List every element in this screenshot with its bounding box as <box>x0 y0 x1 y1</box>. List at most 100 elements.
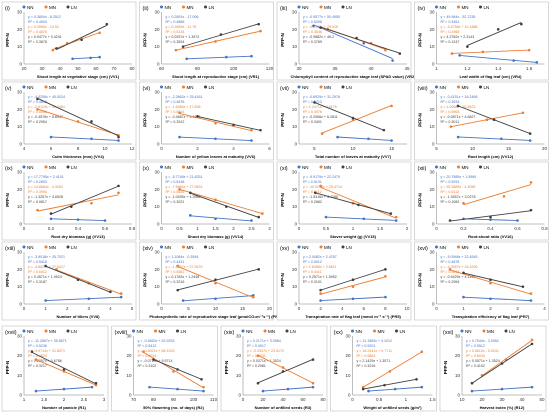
panel-frame <box>1 241 137 321</box>
panel-xiv: (xiv) NN MN LN 0 10 20 30 0 5 10 15 20 PFP-N Photosynt… <box>139 241 282 321</box>
panel-iii: (iii) NN MN LN 0 10 20 30 30 35 40 45 PFP-N Chlorophy… <box>276 1 416 81</box>
trend-equation: R² = 0.5012 <box>303 260 322 264</box>
trend-equation: y = 17.7795x + 2.4101 <box>28 175 64 179</box>
y-tick-label: 10 <box>17 204 23 209</box>
legend-label-mn: MN <box>49 165 56 170</box>
y-tick-label: 10 <box>429 124 435 129</box>
trendline-ln <box>50 185 119 215</box>
trend-equation: y = -1.0495x + 4.3985 <box>166 195 201 199</box>
panel-iv: (iv) NN MN LN 0 10 20 30 1 1.2 1.4 1.6 PFP-N Leaf wid… <box>414 1 549 81</box>
data-point-mn <box>178 111 181 115</box>
x-tick-label: 5 <box>313 146 316 151</box>
x-tick-label: 15 <box>506 146 512 151</box>
y-tick-label: 20 <box>292 267 298 272</box>
y-tick-label: 30 <box>429 90 435 95</box>
trendline-ln <box>197 116 261 131</box>
data-point-mn <box>281 366 285 369</box>
x-tick-label: 0 <box>23 306 26 311</box>
trend-equation: y = 20.7585x + 1.5969 <box>441 175 477 179</box>
x-tick-label: 3 <box>103 397 106 402</box>
data-point-mn <box>502 194 506 198</box>
trend-equation: R² = 0.3011 <box>441 120 460 124</box>
trend-equation: y = 1.6458x + 2.8611 <box>303 265 337 269</box>
legend-marker-nn <box>160 245 163 249</box>
data-point-nn <box>391 59 394 62</box>
legend-label-ln: LN <box>290 329 296 334</box>
trend-equation: R² = 0.5201 <box>357 344 376 348</box>
legend-marker-nn <box>460 329 464 333</box>
data-point-nn <box>286 387 290 391</box>
data-point-mn <box>530 338 534 342</box>
legend-marker-nn <box>435 5 438 9</box>
x-axis-label: Number of panicle (R1) <box>42 405 86 410</box>
trend-equation: R² = 0.6112 <box>441 190 460 194</box>
trend-equation: R² = 0.2981 <box>247 364 266 368</box>
legend-label-mn: MN <box>187 165 194 170</box>
trend-equation: y = -4.8829x + 27.6417 <box>28 265 65 269</box>
x-tick-label: 5 <box>131 306 134 311</box>
x-tick-label: 0.8 <box>129 226 136 231</box>
x-tick-label: 6 <box>50 146 53 151</box>
x-tick-label: 1.5 <box>429 397 436 402</box>
trendline-mn <box>52 32 100 50</box>
legend-label-mn: MN <box>462 165 469 170</box>
panel-x: (x) NN MN LN 0 10 20 30 0 0.5 1 1.5 2 2.5 3 PFP-N Shoot … <box>139 161 274 241</box>
data-point-mn <box>62 370 66 373</box>
x-tick-label: 2 <box>489 306 492 311</box>
trendline-ln <box>37 97 119 137</box>
panel-frame <box>220 325 328 412</box>
legend-label-nn: NN <box>165 165 172 170</box>
panel-ii: (ii) NN MN LN 0 10 20 30 60 80 100 120 PFP-N Shoot le… <box>139 1 274 81</box>
y-tick-label: 0 <box>19 302 22 307</box>
y-axis-label: PFP-N <box>143 273 148 287</box>
y-tick-label: 10 <box>17 373 23 378</box>
data-point-ln <box>257 22 260 26</box>
x-axis-label: Leaf width of flag leaf (cm) (VR4) <box>459 74 522 79</box>
legend-label-nn: NN <box>302 165 309 170</box>
trend-equation: R² = 0.3217 <box>28 364 47 368</box>
trend-equation: y = -0.9882x + 46.2 <box>303 35 334 39</box>
panel-label: (vi) <box>143 86 151 92</box>
trendline-mn <box>463 184 532 206</box>
trend-equation: y = -0.0871x + 4.6827 <box>441 115 476 119</box>
x-tick-label: 80 <box>129 66 135 71</box>
data-point-mn <box>529 181 533 184</box>
legend-label-mn: MN <box>324 85 331 90</box>
trendline-mn <box>143 352 204 389</box>
data-point-nn <box>98 55 101 59</box>
data-point-nn <box>76 218 80 221</box>
data-point-mn <box>51 48 55 52</box>
trend-equation: R² = 0.5618 <box>441 270 460 274</box>
y-axis-label: PFP-N <box>224 361 229 375</box>
x-tick-label: 1 <box>196 226 199 231</box>
data-point-ln <box>500 362 504 365</box>
legend-label-nn: NN <box>465 329 472 334</box>
data-point-ln <box>466 45 469 48</box>
trend-equation: y = 1.2357x + 0.6786 <box>28 359 62 363</box>
panel-xi: (xi) NN MN LN 0 10 20 30 0 0.5 1 1.5 2 PFP-N Stover we… <box>276 161 412 241</box>
data-point-ln <box>530 342 534 346</box>
trend-equation: y = -2.2663x + 25.4161 <box>166 95 203 99</box>
legend-marker-ln <box>66 329 70 333</box>
x-tick-label: 120 <box>266 66 274 71</box>
legend-marker-ln <box>395 329 398 333</box>
data-point-ln <box>389 212 393 215</box>
panel-xvii: (xvii) NN MN LN 0 10 20 30 1 1.5 2 2.5 3 PFP-N Number … <box>1 325 109 412</box>
x-tick-label: 30 <box>499 397 505 402</box>
x-tick-label: 30 <box>39 66 45 71</box>
legend-label-nn: NN <box>27 329 34 334</box>
legend-marker-ln <box>341 245 345 249</box>
x-tick-label: 100 <box>230 66 238 71</box>
panel-label: (iii) <box>280 6 287 12</box>
x-tick-label: 0.2 <box>48 226 55 231</box>
data-point-ln <box>55 47 58 50</box>
data-point-nn <box>185 57 188 61</box>
y-tick-label: 30 <box>17 10 23 15</box>
x-tick-label: 1 <box>462 306 465 311</box>
data-point-nn <box>90 137 93 141</box>
trend-equation: R² = 0.5398 <box>303 20 322 24</box>
trend-equation: y = -0.5429x + 4.1143 <box>441 275 476 279</box>
data-point-nn <box>89 56 92 60</box>
legend-label-ln: LN <box>484 165 490 170</box>
trend-equation: R² = 0.5236 <box>28 344 47 348</box>
